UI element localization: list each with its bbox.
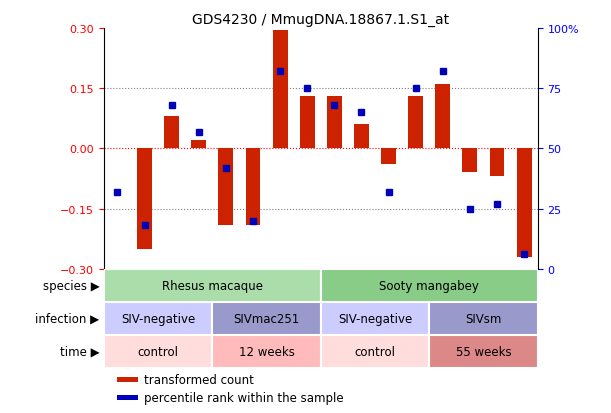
Text: SIV-negative: SIV-negative bbox=[338, 312, 412, 325]
Text: SIVmac251: SIVmac251 bbox=[233, 312, 299, 325]
Text: time ▶: time ▶ bbox=[60, 345, 100, 358]
Bar bbox=[463, 149, 477, 173]
Text: infection ▶: infection ▶ bbox=[35, 312, 100, 325]
Text: species ▶: species ▶ bbox=[43, 279, 100, 292]
Text: control: control bbox=[354, 345, 395, 358]
Bar bbox=[104, 335, 213, 368]
Text: transformed count: transformed count bbox=[144, 373, 254, 386]
Bar bbox=[321, 302, 429, 335]
Bar bbox=[321, 335, 429, 368]
Bar bbox=[273, 31, 288, 149]
Bar bbox=[137, 149, 152, 249]
Bar bbox=[489, 149, 505, 177]
Bar bbox=[104, 269, 321, 302]
Bar bbox=[327, 97, 342, 149]
Bar bbox=[117, 395, 137, 400]
Bar bbox=[213, 302, 321, 335]
Bar bbox=[321, 269, 538, 302]
Bar bbox=[246, 149, 260, 225]
Bar bbox=[300, 97, 315, 149]
Text: 12 weeks: 12 weeks bbox=[239, 345, 295, 358]
Bar bbox=[213, 335, 321, 368]
Text: Sooty mangabey: Sooty mangabey bbox=[379, 279, 479, 292]
Bar bbox=[381, 149, 396, 165]
Bar bbox=[517, 149, 532, 257]
Text: 55 weeks: 55 weeks bbox=[456, 345, 511, 358]
Bar bbox=[429, 335, 538, 368]
Text: SIVsm: SIVsm bbox=[465, 312, 502, 325]
Bar bbox=[354, 125, 369, 149]
Bar bbox=[218, 149, 233, 225]
Title: GDS4230 / MmugDNA.18867.1.S1_at: GDS4230 / MmugDNA.18867.1.S1_at bbox=[192, 12, 449, 26]
Bar bbox=[117, 377, 137, 382]
Bar bbox=[164, 117, 179, 149]
Bar bbox=[435, 85, 450, 149]
Bar bbox=[408, 97, 423, 149]
Bar bbox=[429, 302, 538, 335]
Text: control: control bbox=[137, 345, 178, 358]
Text: SIV-negative: SIV-negative bbox=[121, 312, 196, 325]
Text: percentile rank within the sample: percentile rank within the sample bbox=[144, 391, 344, 404]
Bar bbox=[191, 141, 207, 149]
Text: Rhesus macaque: Rhesus macaque bbox=[162, 279, 263, 292]
Bar bbox=[104, 302, 213, 335]
